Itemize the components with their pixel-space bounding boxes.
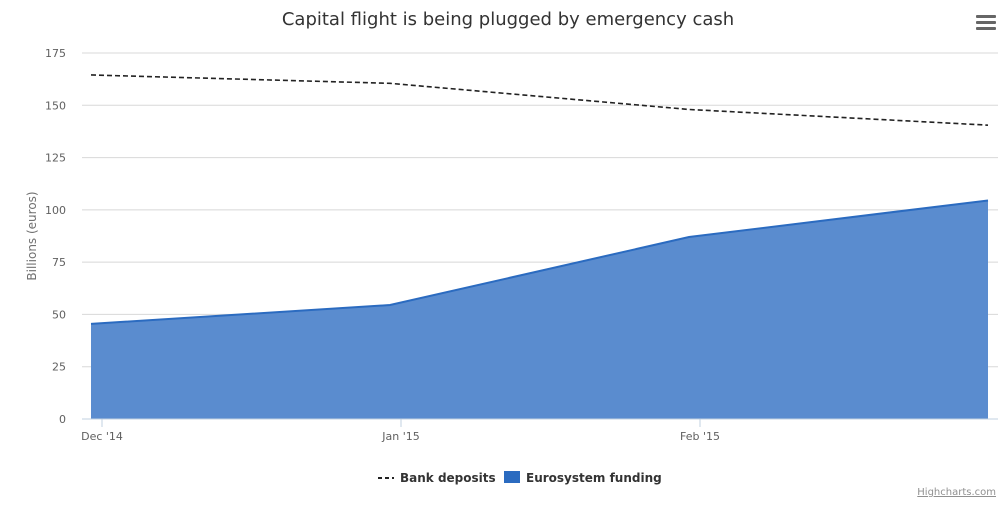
y-axis-ticks: 0 25 50 75 100 125 150 175 — [45, 47, 66, 426]
credits-link[interactable]: Highcharts.com — [917, 487, 996, 498]
y-tick-label: 150 — [45, 99, 66, 112]
series-bank-deposits — [90, 74, 989, 126]
legend-swatch — [504, 471, 520, 483]
y-tick-label: 50 — [52, 308, 66, 321]
line-path — [90, 74, 989, 126]
area-line — [90, 199, 989, 325]
x-axis-ticks: Dec '14 Jan '15 Feb '15 — [81, 419, 720, 443]
menu-bar — [976, 21, 996, 24]
y-tick-label: 175 — [45, 47, 66, 60]
y-tick-label: 125 — [45, 152, 66, 165]
menu-bar — [976, 15, 996, 18]
series-eurosystem-funding — [90, 199, 989, 419]
y-tick-label: 25 — [52, 361, 66, 374]
legend-item-eurosystem-funding[interactable]: Eurosystem funding — [504, 471, 662, 485]
y-axis-title: Billions (euros) — [25, 191, 39, 280]
y-tick-label: 0 — [59, 413, 66, 426]
legend-item-bank-deposits[interactable]: Bank deposits — [378, 471, 496, 485]
area-fill — [91, 200, 988, 419]
legend-label-eurosystem-funding: Eurosystem funding — [526, 471, 662, 485]
y-tick-label: 100 — [45, 204, 66, 217]
y-tick-label: 75 — [52, 256, 66, 269]
x-tick-label: Dec '14 — [81, 430, 123, 443]
context-menu-button[interactable] — [974, 12, 998, 34]
legend-label-bank-deposits: Bank deposits — [400, 471, 496, 485]
chart-title: Capital flight is being plugged by emerg… — [282, 9, 734, 30]
x-tick-label: Jan '15 — [381, 430, 419, 443]
x-tick-label: Feb '15 — [680, 430, 720, 443]
menu-bar — [976, 27, 996, 30]
legend: Bank deposits Eurosystem funding — [378, 471, 662, 485]
